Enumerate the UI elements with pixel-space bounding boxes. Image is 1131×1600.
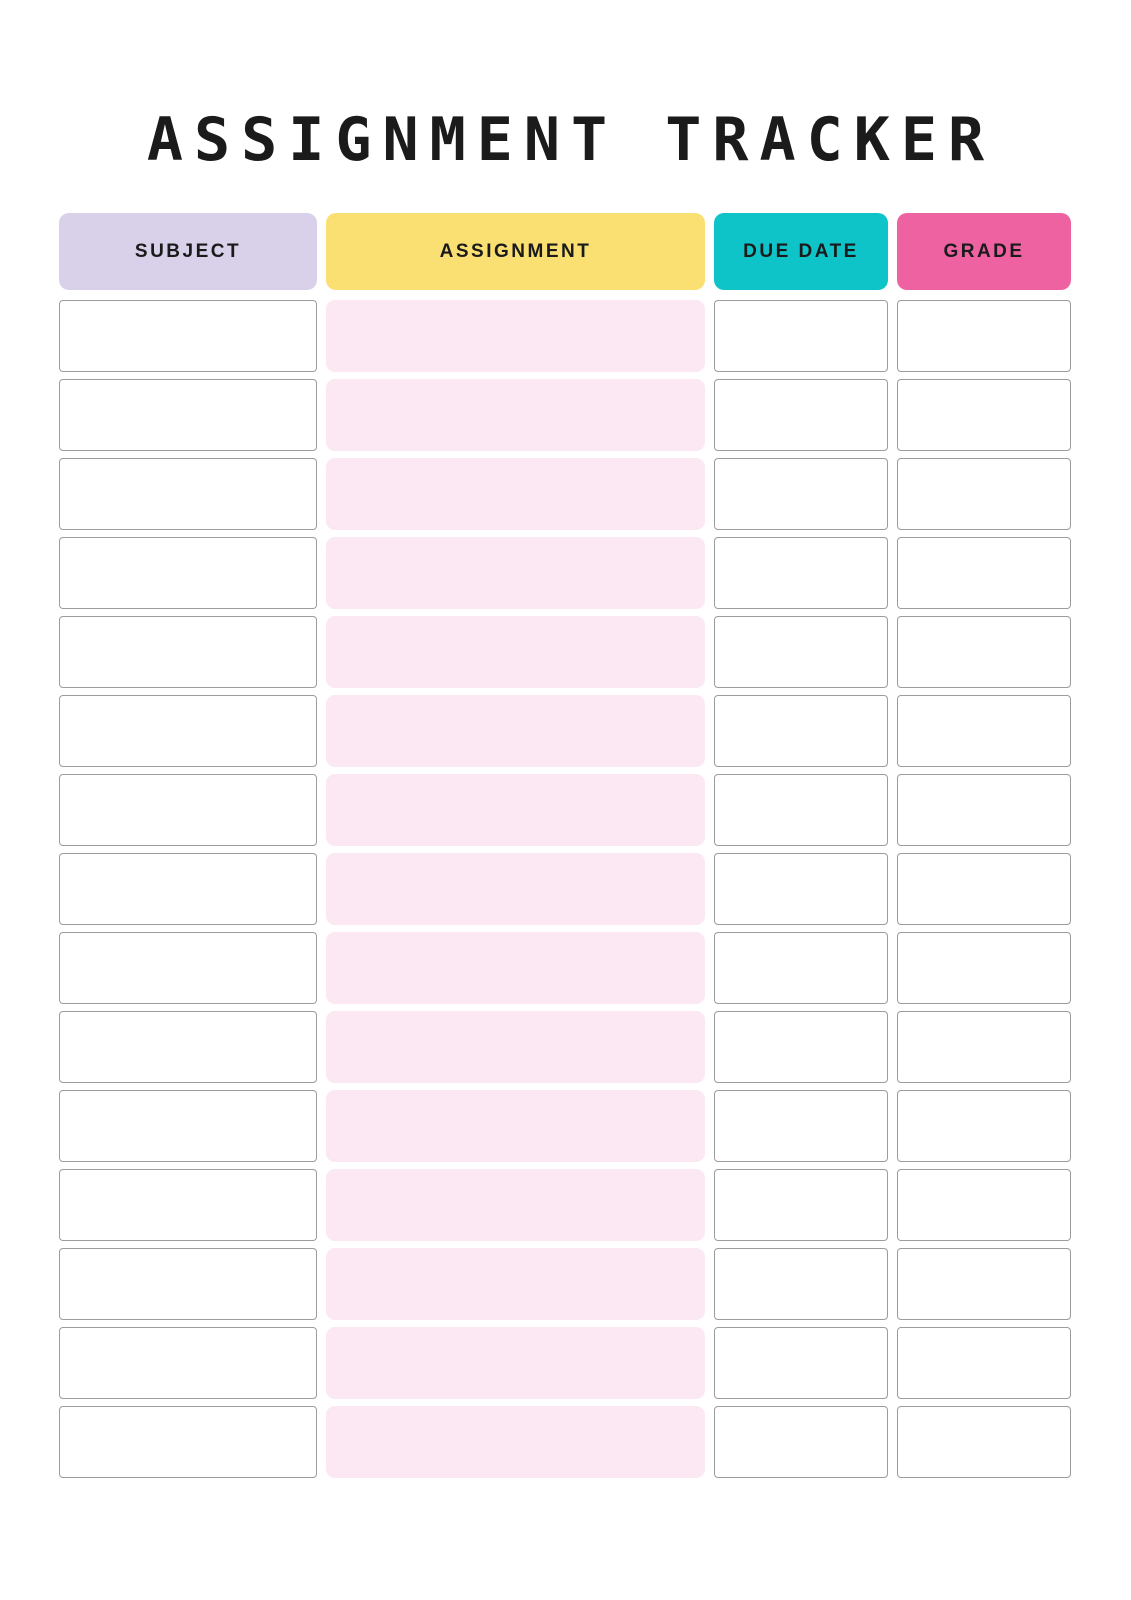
grade-cell[interactable] [897, 932, 1071, 1004]
due-date-cell[interactable] [714, 1090, 888, 1162]
due-date-cell[interactable] [714, 1406, 888, 1478]
due-date-cell[interactable] [714, 932, 888, 1004]
assignment-cell[interactable] [326, 1406, 705, 1478]
grade-cell[interactable] [897, 300, 1071, 372]
column-header-assignment: ASSIGNMENT [326, 213, 705, 290]
assignment-cell[interactable] [326, 1169, 705, 1241]
assignment-cell[interactable] [326, 300, 705, 372]
due-date-cell[interactable] [714, 1011, 888, 1083]
due-date-cell[interactable] [714, 853, 888, 925]
subject-cell[interactable] [59, 616, 317, 688]
grade-cell[interactable] [897, 1169, 1071, 1241]
assignment-cell[interactable] [326, 1248, 705, 1320]
due-date-cell[interactable] [714, 616, 888, 688]
subject-cell[interactable] [59, 774, 317, 846]
grade-cell[interactable] [897, 1406, 1071, 1478]
grade-cell[interactable] [897, 458, 1071, 530]
due-date-cell[interactable] [714, 379, 888, 451]
table-header-row: SUBJECT ASSIGNMENT DUE DATE GRADE [59, 213, 1071, 290]
subject-cell[interactable] [59, 853, 317, 925]
table-body [59, 300, 1071, 1478]
assignment-cell[interactable] [326, 458, 705, 530]
tracker-table: SUBJECT ASSIGNMENT DUE DATE GRADE [59, 213, 1071, 1478]
assignment-cell[interactable] [326, 1011, 705, 1083]
subject-cell[interactable] [59, 1406, 317, 1478]
assignment-cell[interactable] [326, 774, 705, 846]
grade-cell[interactable] [897, 1248, 1071, 1320]
due-date-cell[interactable] [714, 458, 888, 530]
subject-cell[interactable] [59, 1011, 317, 1083]
assignment-cell[interactable] [326, 1090, 705, 1162]
subject-cell[interactable] [59, 458, 317, 530]
assignment-cell[interactable] [326, 616, 705, 688]
page-title: ASSIGNMENT TRACKER [146, 105, 996, 175]
column-header-due-date: DUE DATE [714, 213, 888, 290]
column-header-grade: GRADE [897, 213, 1071, 290]
due-date-cell[interactable] [714, 1327, 888, 1399]
subject-cell[interactable] [59, 1090, 317, 1162]
subject-cell[interactable] [59, 537, 317, 609]
due-date-cell[interactable] [714, 1248, 888, 1320]
grade-cell[interactable] [897, 695, 1071, 767]
grade-cell[interactable] [897, 537, 1071, 609]
subject-cell[interactable] [59, 1248, 317, 1320]
grade-cell[interactable] [897, 379, 1071, 451]
subject-cell[interactable] [59, 695, 317, 767]
due-date-cell[interactable] [714, 774, 888, 846]
due-date-cell[interactable] [714, 300, 888, 372]
grade-cell[interactable] [897, 1011, 1071, 1083]
subject-cell[interactable] [59, 300, 317, 372]
subject-cell[interactable] [59, 932, 317, 1004]
assignment-cell[interactable] [326, 932, 705, 1004]
subject-cell[interactable] [59, 379, 317, 451]
subject-cell[interactable] [59, 1327, 317, 1399]
grade-cell[interactable] [897, 1090, 1071, 1162]
grade-cell[interactable] [897, 774, 1071, 846]
grade-cell[interactable] [897, 853, 1071, 925]
due-date-cell[interactable] [714, 537, 888, 609]
grade-cell[interactable] [897, 616, 1071, 688]
assignment-cell[interactable] [326, 853, 705, 925]
grade-cell[interactable] [897, 1327, 1071, 1399]
assignment-cell[interactable] [326, 695, 705, 767]
subject-cell[interactable] [59, 1169, 317, 1241]
assignment-cell[interactable] [326, 537, 705, 609]
due-date-cell[interactable] [714, 1169, 888, 1241]
assignment-cell[interactable] [326, 1327, 705, 1399]
column-header-subject: SUBJECT [59, 213, 317, 290]
due-date-cell[interactable] [714, 695, 888, 767]
assignment-cell[interactable] [326, 379, 705, 451]
